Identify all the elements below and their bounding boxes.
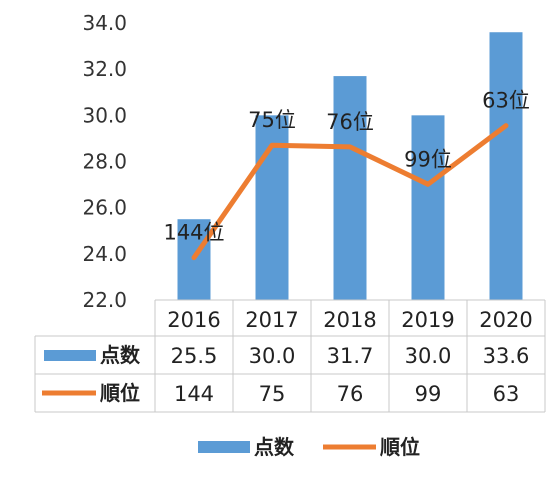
rank-data-label: 63位 (482, 89, 530, 113)
bar (489, 32, 523, 300)
table-cell: 25.5 (171, 344, 218, 368)
table-cell: 76 (337, 382, 364, 406)
rank-data-label: 76位 (326, 110, 374, 134)
y-tick-label: 28.0 (82, 150, 127, 174)
category-label: 2016 (167, 308, 220, 332)
table-cell: 33.6 (483, 344, 530, 368)
legend-label: 順位 (380, 435, 420, 459)
rank-data-label: 144位 (163, 221, 224, 245)
legend-key-bar (198, 441, 250, 453)
y-tick-label: 22.0 (82, 288, 127, 312)
y-tick-label: 24.0 (82, 242, 127, 266)
y-tick-label: 34.0 (82, 11, 127, 35)
category-label: 2019 (401, 308, 454, 332)
table-cell: 31.7 (327, 344, 374, 368)
y-tick-label: 30.0 (82, 103, 127, 127)
y-tick-label: 32.0 (82, 57, 127, 81)
category-label: 2020 (479, 308, 532, 332)
table-cell: 99 (415, 382, 442, 406)
table-cell: 144 (174, 382, 214, 406)
y-tick-label: 26.0 (82, 196, 127, 220)
table-cell: 30.0 (249, 344, 296, 368)
legend-label: 点数 (254, 435, 295, 459)
table-series-name: 点数 (100, 343, 141, 367)
category-label: 2018 (323, 308, 376, 332)
bar (411, 115, 445, 300)
rank-data-label: 75位 (248, 108, 296, 132)
table-cell: 30.0 (405, 344, 452, 368)
category-label: 2017 (245, 308, 298, 332)
rank-data-label: 99位 (404, 147, 452, 171)
rank-line (191, 123, 509, 261)
table-cell: 75 (259, 382, 286, 406)
table-cell: 63 (493, 382, 520, 406)
table-key-bar (44, 350, 96, 361)
table-series-name: 順位 (100, 381, 140, 405)
bar (333, 76, 367, 300)
